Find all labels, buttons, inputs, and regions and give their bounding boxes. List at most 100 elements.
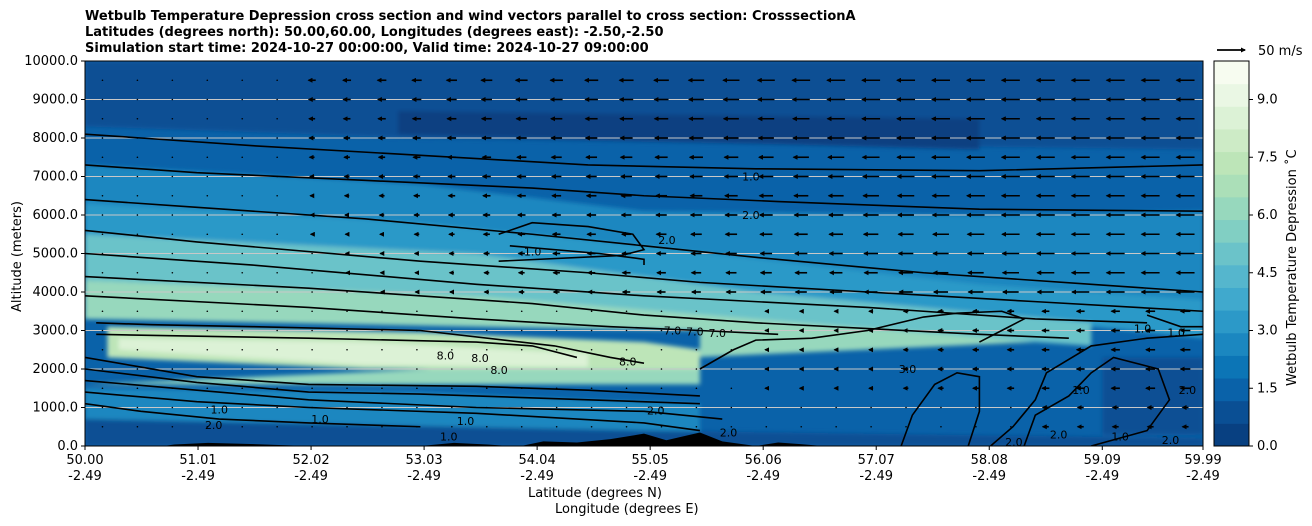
wind-vector-dot bbox=[381, 406, 383, 409]
wind-vector-dot bbox=[520, 329, 523, 332]
wind-vector-dot bbox=[136, 175, 139, 178]
wind-vector-dot bbox=[695, 368, 698, 370]
wind-vector-dot bbox=[206, 291, 209, 293]
wind-vector-dot bbox=[311, 291, 313, 293]
colorbar-tick-label: 1.5 bbox=[1257, 381, 1278, 396]
colorbar-segment bbox=[1214, 242, 1249, 266]
contour-line-5 bbox=[85, 252, 1148, 324]
wind-vector-dot bbox=[730, 387, 733, 390]
wind-vector-dot bbox=[346, 425, 348, 428]
wind-vector-dot bbox=[276, 156, 278, 159]
wind-vector-dot bbox=[171, 425, 174, 428]
wind-vector-dot bbox=[520, 406, 523, 409]
wind-vector-dot bbox=[590, 310, 593, 313]
contour-line-14 bbox=[85, 368, 700, 405]
wind-vector-dot bbox=[171, 387, 174, 390]
wind-vector-dot bbox=[311, 425, 313, 428]
y-axis-label: Altitude (meters) bbox=[10, 201, 25, 312]
wind-vector-dot bbox=[940, 406, 942, 409]
wind-vector-dot bbox=[101, 214, 104, 216]
wind-vector-dot bbox=[520, 368, 523, 370]
wind-vector-dot bbox=[136, 252, 139, 255]
band-upper-dark-2 bbox=[398, 111, 980, 150]
wind-vector-dot bbox=[695, 310, 698, 313]
wind-vector-dot bbox=[276, 137, 278, 139]
wind-vector-dot bbox=[136, 387, 139, 390]
contour-line-20 bbox=[990, 333, 1203, 446]
wind-vector-dot bbox=[485, 425, 488, 428]
contour-label: 2.0 bbox=[647, 405, 665, 418]
wind-vector-dot bbox=[346, 291, 348, 293]
y-tick-label: 8000.0 bbox=[33, 131, 79, 146]
wind-vector-dot bbox=[101, 425, 104, 428]
wind-vector-dot bbox=[101, 175, 104, 178]
x-tick-label-lon: -2.49 bbox=[859, 469, 893, 484]
contour-label: 2.0 bbox=[1005, 436, 1023, 449]
wind-vector-dot bbox=[870, 406, 872, 409]
wind-vector-dot bbox=[416, 348, 418, 351]
wind-vector-dot bbox=[276, 348, 278, 351]
contour-line-6 bbox=[85, 275, 1069, 339]
band-right-dark bbox=[1102, 357, 1203, 435]
contour-label: 8.0 bbox=[471, 352, 489, 365]
y-tick-label: 2000.0 bbox=[33, 362, 79, 377]
wind-vector-dot bbox=[206, 214, 209, 216]
wind-vector-dot bbox=[136, 214, 139, 216]
contour-line-16 bbox=[85, 391, 701, 432]
terrain-fill bbox=[163, 432, 823, 446]
wind-vector-dot bbox=[136, 348, 139, 351]
wind-vector-dot bbox=[835, 425, 837, 428]
wind-vector-dot bbox=[520, 387, 523, 390]
contour-line-4 bbox=[85, 229, 1203, 313]
band-upper-mid bbox=[85, 164, 1203, 300]
wind-vector-dot bbox=[101, 348, 104, 351]
wind-vector-dot bbox=[276, 98, 278, 101]
y-tick-label: 5000.0 bbox=[33, 247, 79, 262]
y-tick-label: 7000.0 bbox=[33, 170, 79, 185]
wind-vector-dot bbox=[206, 98, 209, 101]
wind-vector-dot bbox=[416, 310, 418, 313]
wind-vector-dot bbox=[590, 368, 593, 370]
wind-vector-dot bbox=[276, 425, 278, 428]
x-tick-label-lon: -2.49 bbox=[520, 469, 554, 484]
wind-vector-dot bbox=[101, 233, 104, 236]
wind-vector-dot bbox=[276, 233, 278, 236]
wind-vector-dot bbox=[206, 348, 209, 351]
wind-vector-dot bbox=[136, 156, 139, 159]
contour-lines bbox=[85, 133, 1203, 446]
colorbar: 0.0 1.5 3.0 4.5 6.0 7.5 9.0 bbox=[1213, 60, 1278, 454]
wind-vector-dot bbox=[520, 310, 523, 313]
x-tick-label-lat: 55.05 bbox=[632, 453, 669, 468]
wind-vector-dot bbox=[555, 406, 558, 409]
x-tick-label-lon: -2.49 bbox=[972, 469, 1006, 484]
contour-line-18 bbox=[900, 372, 981, 446]
colorbar-segment bbox=[1214, 174, 1249, 198]
wind-vector-dot bbox=[975, 406, 977, 409]
wind-vector-dot bbox=[276, 79, 278, 82]
contour-label: 1.0 bbox=[1111, 430, 1129, 443]
wind-vector-dot bbox=[101, 156, 104, 159]
chart-title-line-2: Latitudes (degrees north): 50.00,60.00, … bbox=[85, 25, 664, 40]
wind-vector-dot bbox=[905, 425, 907, 428]
wind-vector-dot bbox=[171, 156, 174, 159]
terrain-patch-3 bbox=[755, 442, 823, 446]
wind-vector-dot bbox=[276, 291, 278, 293]
colorbar-segment bbox=[1214, 61, 1249, 85]
wind-vector-dot bbox=[311, 406, 313, 409]
contour-line-8 bbox=[96, 322, 645, 365]
wind-vector-dot bbox=[416, 368, 418, 370]
contour-line-12 bbox=[699, 310, 1027, 370]
wind-vector-dot bbox=[136, 79, 139, 82]
contour-label: 2.0 bbox=[1050, 428, 1068, 441]
wind-vector-dot bbox=[416, 406, 418, 409]
wind-vector-dot bbox=[171, 98, 174, 101]
wind-vector-dot bbox=[1010, 425, 1012, 428]
contour-label: 1.0 bbox=[211, 403, 229, 416]
wind-vector-dot bbox=[590, 406, 593, 409]
wind-vector-dot bbox=[241, 271, 244, 274]
wind-vector-dot bbox=[485, 368, 488, 370]
wind-vector-dot bbox=[625, 425, 628, 428]
wind-vector-dot bbox=[276, 368, 278, 370]
